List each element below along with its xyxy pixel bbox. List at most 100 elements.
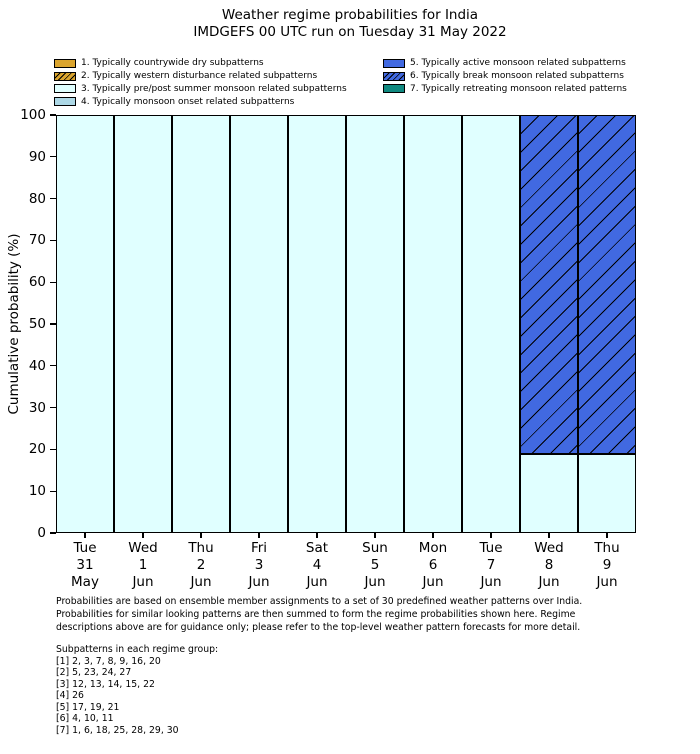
x-tick-mark bbox=[432, 533, 434, 538]
legend-item: 7. Typically retreating monsoon related … bbox=[383, 83, 627, 96]
x-tick-label: Wed 1 Jun bbox=[114, 540, 172, 591]
x-tick-label: Mon 6 Jun bbox=[404, 540, 462, 591]
bar-segment bbox=[114, 115, 172, 533]
x-tick-mark bbox=[374, 533, 376, 538]
legend-item-label: 3. Typically pre/post summer monsoon rel… bbox=[81, 83, 347, 94]
x-tick-label-line: 2 bbox=[196, 557, 206, 573]
x-tick-mark bbox=[490, 533, 492, 538]
y-tick-label: 80 bbox=[28, 190, 46, 207]
bar-segment bbox=[520, 453, 578, 533]
x-tick-label-line: 3 bbox=[254, 557, 264, 573]
x-tick-label: Thu 2 Jun bbox=[172, 540, 230, 591]
y-tick-label: 50 bbox=[28, 316, 46, 332]
legend-item: 4. Typically monsoon onset related subpa… bbox=[54, 95, 347, 108]
legend-item-label: 1. Typically countrywide dry subpatterns bbox=[81, 58, 264, 69]
bar-segment bbox=[230, 115, 288, 533]
y-tick-mark bbox=[50, 156, 56, 158]
legend-item-label: 2. Typically western disturbance related… bbox=[81, 71, 318, 82]
x-tick-label-line: Mon bbox=[418, 540, 448, 556]
x-tick-label-line: 4 bbox=[312, 557, 322, 573]
plot-area bbox=[56, 115, 636, 533]
y-tick-mark bbox=[50, 365, 56, 367]
x-tick-label-line: Tue bbox=[479, 540, 503, 556]
x-tick-label: Thu 9 Jun bbox=[578, 540, 636, 591]
subpattern-line: [3] 12, 13, 14, 15, 22 bbox=[56, 678, 155, 690]
legend-swatch-icon bbox=[383, 71, 405, 81]
y-tick-label: 40 bbox=[28, 357, 46, 374]
bar-segment bbox=[520, 115, 578, 454]
x-tick-mark bbox=[142, 533, 144, 538]
legend-item-label: 6. Typically break monsoon related subpa… bbox=[410, 71, 624, 82]
x-tick-label-line: 6 bbox=[428, 557, 438, 573]
x-tick-label-line: 1 bbox=[138, 557, 148, 573]
y-tick-label: 0 bbox=[37, 525, 46, 541]
subpatterns-heading: Subpatterns in each regime group: bbox=[56, 644, 219, 655]
legend-swatch-icon bbox=[383, 84, 405, 94]
legend-item: 3. Typically pre/post summer monsoon rel… bbox=[54, 83, 347, 96]
subpatterns-block: Subpatterns in each regime group: [1] 2,… bbox=[56, 644, 456, 736]
bar-column bbox=[114, 115, 172, 533]
subpattern-line: [6] 4, 10, 11 bbox=[56, 713, 114, 724]
legend-item: 2. Typically western disturbance related… bbox=[54, 70, 347, 83]
x-tick-label-line: May bbox=[71, 574, 99, 590]
chart-title: Weather regime probabilities for India I… bbox=[0, 7, 700, 41]
x-tick-label-line: Wed bbox=[128, 540, 158, 556]
chart-title-line2: IMDGEFS 00 UTC run on Tuesday 31 May 202… bbox=[193, 24, 507, 40]
bar-column bbox=[288, 115, 346, 533]
y-tick-mark bbox=[50, 490, 56, 492]
x-tick-label: Sat 4 Jun bbox=[288, 540, 346, 591]
x-tick-mark bbox=[200, 533, 202, 538]
x-tick-label: Sun 5 Jun bbox=[346, 540, 404, 591]
bar-column bbox=[462, 115, 520, 533]
y-tick-mark bbox=[50, 239, 56, 242]
subpattern-line: [4] 26 bbox=[56, 690, 84, 701]
bar-column bbox=[172, 115, 230, 533]
legend-column-right: 5. Typically active monsoon related subp… bbox=[383, 57, 627, 95]
chart-title-line1: Weather regime probabilities for India bbox=[221, 7, 479, 23]
bar-segment bbox=[404, 115, 462, 533]
bar-column bbox=[404, 115, 462, 533]
y-tick-mark bbox=[50, 532, 56, 534]
y-tick-mark bbox=[50, 114, 56, 116]
x-tick-label: Wed 8 Jun bbox=[520, 540, 578, 591]
x-tick-label-line: Tue bbox=[73, 540, 97, 556]
bar-segment bbox=[56, 115, 114, 533]
x-tick-label-line: Jun bbox=[538, 574, 560, 590]
subpattern-line: [1] 2, 3, 7, 8, 9, 16, 20 bbox=[56, 655, 161, 667]
footnote: Probabilities are based on ensemble memb… bbox=[56, 596, 692, 634]
legend-swatch-icon bbox=[54, 58, 76, 68]
x-tick-mark bbox=[84, 533, 86, 538]
bar-column bbox=[578, 115, 636, 533]
y-axis: 0 10 20 30 40 50 60 70 80 90 100 bbox=[0, 107, 56, 541]
bar-segment bbox=[462, 115, 520, 533]
x-tick-label-line: 7 bbox=[486, 557, 496, 573]
y-tick-mark bbox=[50, 197, 56, 200]
legend-swatch-icon bbox=[54, 71, 76, 81]
y-tick-label: 20 bbox=[28, 441, 46, 458]
subpattern-line: [5] 17, 19, 21 bbox=[56, 701, 120, 713]
x-tick-label-line: Jun bbox=[248, 574, 270, 590]
legend-item: 1. Typically countrywide dry subpatterns bbox=[54, 57, 347, 70]
x-tick-mark bbox=[258, 533, 260, 538]
subpattern-line: [2] 5, 23, 24, 27 bbox=[56, 667, 132, 678]
x-tick-label: Tue 31 May bbox=[56, 540, 114, 591]
x-tick-label-line: Jun bbox=[364, 574, 386, 590]
y-tick-label: 90 bbox=[28, 148, 46, 165]
legend-swatch-icon bbox=[383, 58, 405, 68]
x-axis: Tue 31 May Wed 1 Jun Thu 2 Jun Fri 3 Jun Sat 4 Jun Sun 5… bbox=[56, 533, 636, 595]
x-tick-label-line: Thu bbox=[188, 540, 214, 556]
y-tick-label: 60 bbox=[28, 274, 46, 291]
y-tick-label: 30 bbox=[28, 399, 46, 416]
footnote-line: Probabilities for similar looking patter… bbox=[56, 608, 576, 620]
x-tick-mark bbox=[548, 533, 550, 538]
legend-swatch-icon bbox=[54, 84, 76, 94]
x-tick-label-line: Jun bbox=[422, 574, 444, 590]
bar-segment bbox=[172, 115, 230, 533]
x-tick-label-line: 5 bbox=[370, 557, 380, 573]
bar-column bbox=[520, 115, 578, 533]
y-tick-label: 70 bbox=[28, 232, 46, 249]
x-tick-label-line: Jun bbox=[306, 574, 328, 590]
x-tick-label-line: 9 bbox=[602, 557, 612, 573]
x-tick-label-line: Wed bbox=[534, 540, 564, 556]
